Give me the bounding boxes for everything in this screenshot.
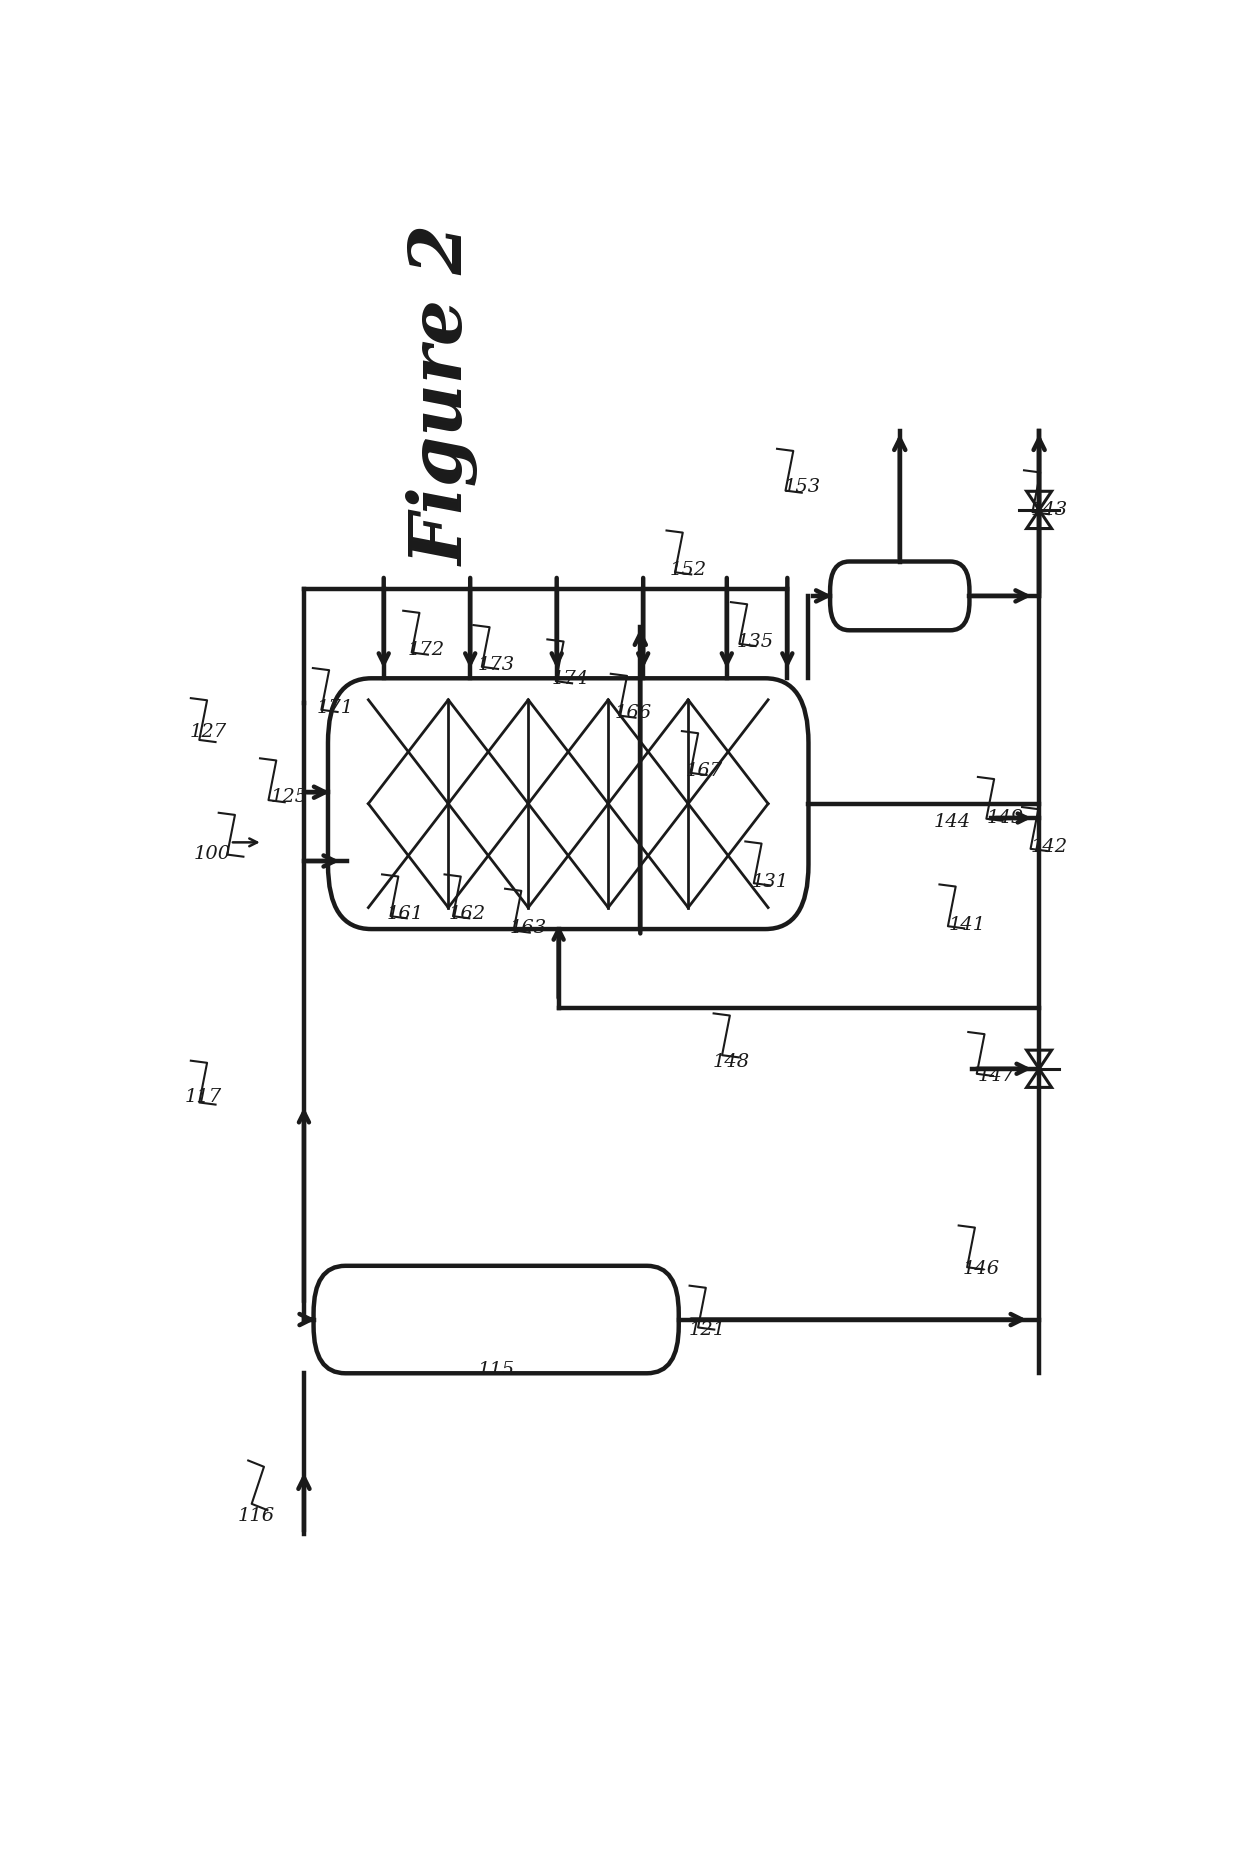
Text: 173: 173 bbox=[477, 655, 515, 674]
Text: 152: 152 bbox=[670, 562, 707, 579]
Text: 127: 127 bbox=[190, 724, 227, 741]
Text: 147: 147 bbox=[977, 1066, 1014, 1085]
Text: 117: 117 bbox=[185, 1089, 222, 1107]
Text: 115: 115 bbox=[477, 1360, 515, 1379]
Text: 100: 100 bbox=[195, 845, 231, 864]
Text: 153: 153 bbox=[784, 478, 821, 497]
Text: 163: 163 bbox=[510, 919, 547, 938]
Text: 174: 174 bbox=[552, 670, 589, 689]
Text: 146: 146 bbox=[963, 1260, 999, 1279]
Text: 116: 116 bbox=[237, 1507, 274, 1524]
Text: 167: 167 bbox=[686, 761, 723, 780]
Text: 162: 162 bbox=[449, 904, 486, 923]
Text: 131: 131 bbox=[751, 873, 789, 891]
Text: 143: 143 bbox=[1030, 501, 1068, 519]
Text: 171: 171 bbox=[317, 698, 355, 716]
Text: 142: 142 bbox=[1030, 837, 1068, 856]
Text: 121: 121 bbox=[689, 1321, 727, 1338]
FancyBboxPatch shape bbox=[314, 1265, 678, 1373]
Text: 161: 161 bbox=[387, 904, 423, 923]
Text: 172: 172 bbox=[408, 642, 445, 659]
Text: 144: 144 bbox=[934, 813, 971, 832]
Text: 148: 148 bbox=[713, 1053, 750, 1070]
FancyBboxPatch shape bbox=[830, 562, 970, 631]
Text: 141: 141 bbox=[949, 916, 986, 934]
Text: 149: 149 bbox=[987, 810, 1024, 826]
Text: 135: 135 bbox=[737, 633, 774, 651]
Text: Figure 2: Figure 2 bbox=[407, 225, 480, 566]
FancyBboxPatch shape bbox=[327, 677, 808, 929]
Text: 166: 166 bbox=[615, 705, 652, 722]
Text: 125: 125 bbox=[272, 787, 308, 806]
